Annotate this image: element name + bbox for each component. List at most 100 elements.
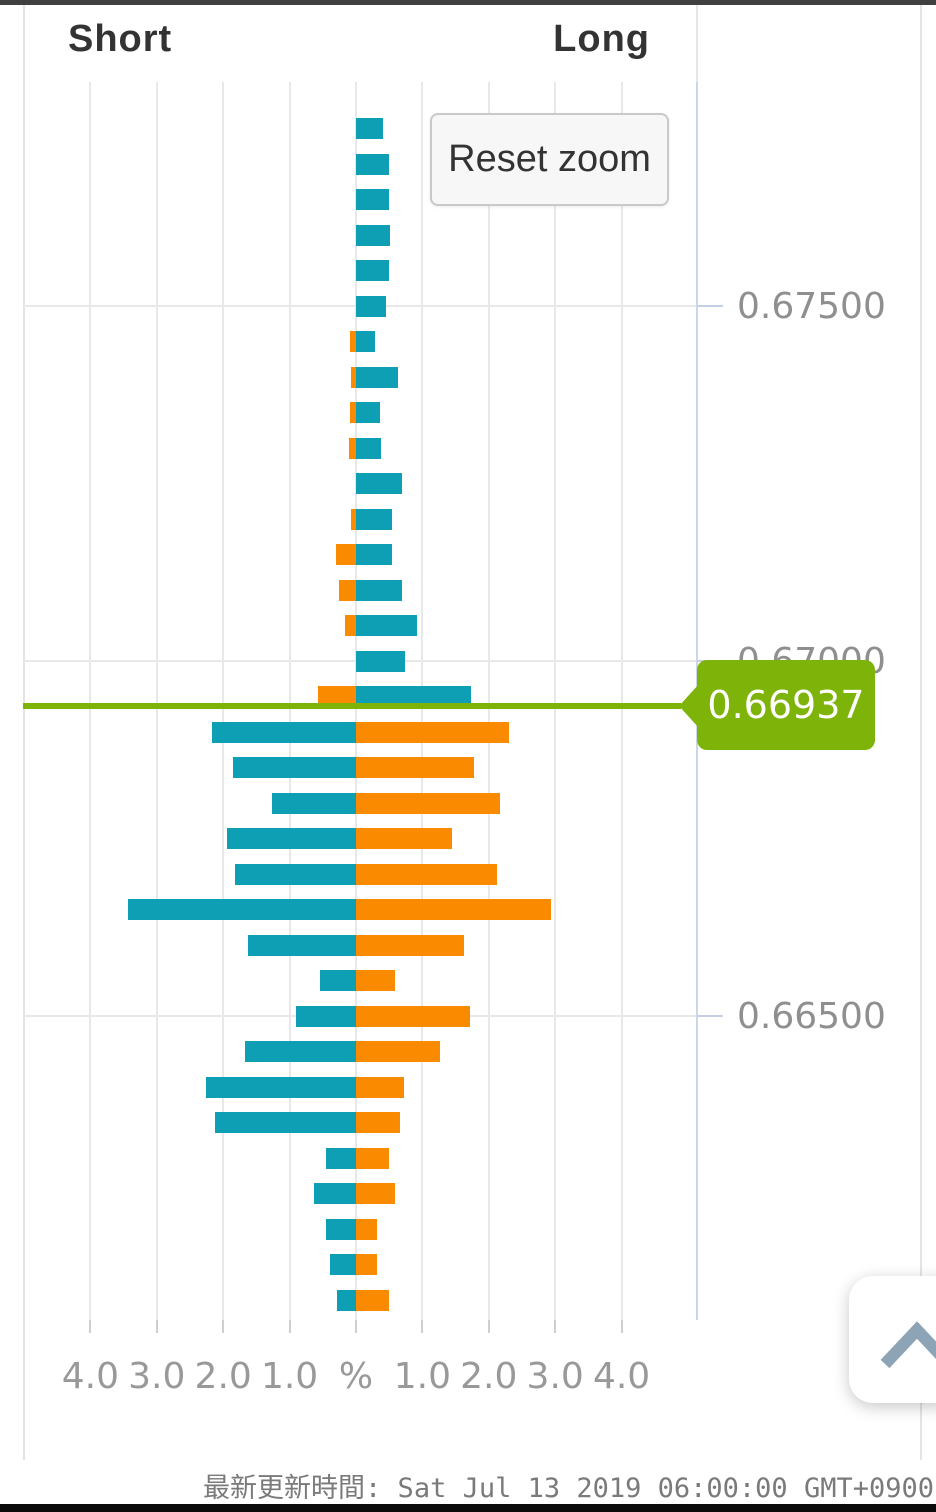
short-bar[interactable] (235, 863, 356, 885)
long-bar[interactable] (356, 224, 390, 246)
long-side-label: Long (553, 18, 650, 60)
short-bar[interactable] (211, 721, 356, 743)
x-axis-tick (222, 1320, 225, 1333)
x-axis-tick (421, 1320, 424, 1333)
y-axis-label: 0.67500 (737, 286, 886, 327)
top-bar (0, 0, 936, 5)
short-bar[interactable] (350, 402, 356, 423)
container-right-border (920, 5, 922, 1460)
long-bar[interactable] (356, 331, 376, 352)
long-bar[interactable] (356, 579, 402, 601)
x-axis-label: 3.0 (526, 1356, 584, 1397)
x-axis-label: 1.0 (393, 1356, 452, 1397)
short-bar[interactable] (296, 1005, 356, 1027)
reset-zoom-label: Reset zoom (448, 138, 651, 180)
x-axis-label: 1.0 (260, 1356, 319, 1397)
x-axis-label: 3.0 (128, 1356, 186, 1397)
scroll-to-top-button[interactable] (849, 1276, 936, 1403)
short-bar[interactable] (233, 757, 356, 778)
y-axis-label: 0.66500 (737, 996, 886, 1037)
long-bar[interactable] (356, 189, 390, 210)
short-side-label: Short (68, 18, 173, 60)
x-axis-tick (288, 1320, 291, 1333)
long-bar[interactable] (356, 544, 392, 565)
long-bar[interactable] (356, 118, 384, 139)
short-bar[interactable] (318, 686, 356, 707)
gridline-vertical (155, 82, 158, 1320)
long-bar[interactable] (356, 1289, 390, 1311)
gridline-vertical (487, 82, 490, 1320)
long-bar[interactable] (356, 1254, 378, 1275)
long-bar[interactable] (356, 1076, 404, 1098)
short-bar[interactable] (127, 899, 356, 920)
reset-zoom-button[interactable]: Reset zoom (430, 113, 669, 206)
short-bar[interactable] (350, 331, 356, 352)
short-bar[interactable] (326, 1147, 356, 1169)
long-bar[interactable] (356, 260, 390, 281)
short-bar[interactable] (245, 1041, 356, 1062)
short-bar[interactable] (271, 792, 356, 814)
long-bar[interactable] (356, 650, 406, 672)
bottom-bar (0, 1504, 936, 1512)
long-bar[interactable] (356, 473, 403, 494)
long-bar[interactable] (356, 437, 381, 459)
long-bar[interactable] (356, 1218, 378, 1240)
long-bar[interactable] (356, 721, 509, 743)
long-bar[interactable] (356, 295, 386, 317)
gridline-vertical (554, 82, 557, 1320)
axis-divider-upper (696, 5, 698, 82)
long-bar[interactable] (356, 402, 380, 423)
x-axis-tick (155, 1320, 158, 1333)
long-bar[interactable] (356, 792, 501, 814)
long-bar[interactable] (356, 899, 552, 920)
x-axis-tick (89, 1320, 92, 1333)
short-bar[interactable] (320, 970, 356, 991)
price-tooltip-arrow (679, 683, 699, 728)
chevron-up-icon (880, 1321, 936, 1369)
short-bar[interactable] (326, 1218, 356, 1240)
x-axis-label: 2.0 (194, 1356, 252, 1397)
short-bar[interactable] (313, 1183, 356, 1204)
long-bar[interactable] (356, 1147, 389, 1169)
short-bar[interactable] (336, 544, 356, 565)
long-bar[interactable] (356, 1112, 401, 1133)
x-axis-label: 2.0 (460, 1356, 518, 1397)
long-bar[interactable] (356, 615, 418, 636)
short-bar[interactable] (226, 828, 356, 849)
long-bar[interactable] (356, 1183, 395, 1204)
long-bar[interactable] (356, 757, 474, 778)
short-bar[interactable] (205, 1076, 356, 1098)
short-bar[interactable] (337, 1289, 356, 1311)
short-bar[interactable] (338, 579, 356, 601)
current-price-tooltip: 0.66937 (697, 659, 875, 750)
long-bar[interactable] (356, 153, 390, 175)
long-bar[interactable] (356, 686, 471, 707)
short-bar[interactable] (214, 1112, 356, 1133)
long-bar[interactable] (356, 863, 498, 885)
long-bar[interactable] (356, 366, 399, 388)
gridline-vertical (222, 82, 225, 1320)
short-bar[interactable] (330, 1254, 356, 1275)
short-bar[interactable] (351, 508, 356, 530)
short-bar[interactable] (247, 934, 356, 956)
y-axis-tick (697, 305, 723, 307)
x-axis-tick (620, 1320, 623, 1333)
last-update-time: 最新更新時間: Sat Jul 13 2019 06:00:00 GMT+090… (203, 1473, 934, 1504)
short-bar[interactable] (349, 437, 356, 459)
short-bar[interactable] (350, 366, 356, 388)
long-bar[interactable] (356, 1041, 441, 1062)
short-bar[interactable] (345, 615, 356, 636)
long-bar[interactable] (356, 828, 452, 849)
current-price-line (23, 702, 681, 709)
y-axis-tick (697, 1015, 723, 1017)
long-bar[interactable] (356, 934, 464, 956)
long-bar[interactable] (356, 1005, 471, 1027)
long-bar[interactable] (356, 508, 392, 530)
current-price-value: 0.66937 (707, 682, 865, 727)
x-axis-tick (487, 1320, 490, 1333)
gridline-vertical (288, 82, 291, 1320)
gridline-vertical (89, 82, 92, 1320)
long-bar[interactable] (356, 970, 395, 991)
